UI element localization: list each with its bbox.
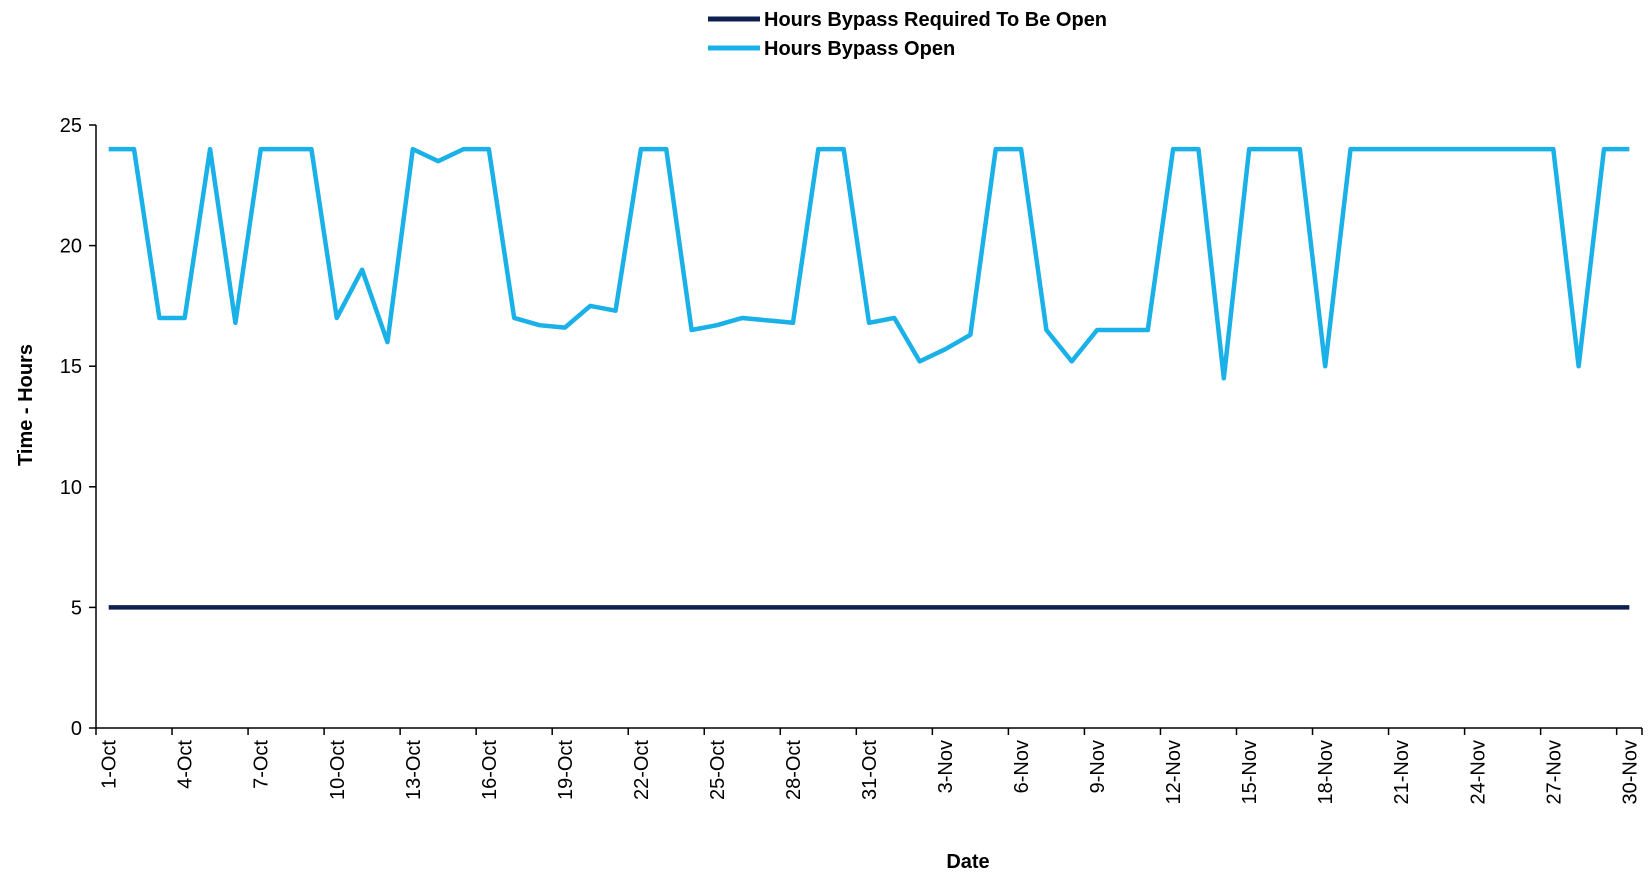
x-tick-label: 6-Nov <box>1011 740 1033 793</box>
x-tick-label: 16-Oct <box>479 740 501 800</box>
x-tick-label: 21-Nov <box>1391 740 1413 804</box>
x-tick-label: 9-Nov <box>1087 740 1109 793</box>
legend-label: Hours Bypass Open <box>764 38 955 60</box>
x-tick-label: 7-Oct <box>251 740 273 789</box>
x-tick-label: 28-Oct <box>783 740 805 800</box>
x-tick-label: 22-Oct <box>631 740 653 800</box>
x-tick-label: 1-Oct <box>99 740 121 789</box>
y-axis-title: Time - Hours <box>15 344 37 466</box>
x-tick-label: 18-Nov <box>1315 740 1337 804</box>
x-tick-label: 12-Nov <box>1163 740 1185 804</box>
x-tick-label: 13-Oct <box>403 740 425 800</box>
x-tick-label: 15-Nov <box>1239 740 1261 804</box>
x-tick-label: 25-Oct <box>707 740 729 800</box>
x-tick-label: 4-Oct <box>175 740 197 789</box>
x-tick-label: 27-Nov <box>1543 740 1565 804</box>
y-tick-label: 15 <box>60 356 82 378</box>
y-tick-label: 25 <box>60 115 82 137</box>
y-tick-label: 0 <box>71 718 82 740</box>
legend-label: Hours Bypass Required To Be Open <box>764 9 1107 31</box>
x-tick-label: 19-Oct <box>555 740 577 800</box>
x-tick-label: 10-Oct <box>327 740 349 800</box>
series-line <box>108 146 1630 381</box>
y-tick-label: 20 <box>60 236 82 258</box>
x-tick-label: 24-Nov <box>1467 740 1489 804</box>
y-tick-label: 10 <box>60 477 82 499</box>
x-axis-title: Date <box>946 851 989 873</box>
x-tick-label: 3-Nov <box>935 740 957 793</box>
y-tick-label: 5 <box>71 597 82 619</box>
x-tick-label: 30-Nov <box>1619 740 1641 804</box>
x-tick-label: 31-Oct <box>859 740 881 800</box>
